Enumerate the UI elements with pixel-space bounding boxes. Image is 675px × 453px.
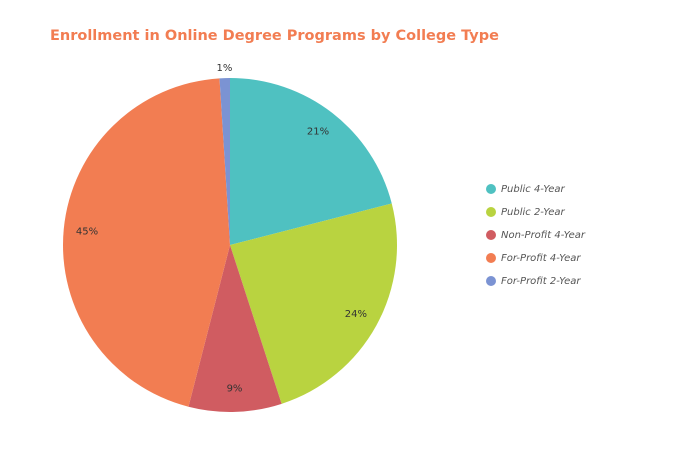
pie-slice bbox=[188, 245, 282, 412]
legend-marker bbox=[486, 207, 496, 217]
legend-marker bbox=[486, 230, 496, 240]
data-label: 9% bbox=[227, 384, 243, 395]
pie-slice bbox=[230, 203, 397, 404]
data-label: 24% bbox=[345, 309, 367, 320]
data-label: 45% bbox=[76, 226, 98, 237]
pie-slice bbox=[219, 78, 230, 245]
legend-marker bbox=[486, 184, 496, 194]
legend-marker bbox=[486, 276, 496, 286]
data-label: 1% bbox=[217, 63, 233, 74]
legend-marker bbox=[486, 253, 496, 263]
pie-slice bbox=[62, 78, 230, 407]
legend-label: For-Profit 2-Year bbox=[501, 276, 581, 287]
legend-label: Public 4-Year bbox=[501, 184, 565, 195]
legend-label: Non-Profit 4-Year bbox=[501, 230, 586, 241]
legend-label: For-Profit 4-Year bbox=[501, 253, 581, 264]
chart-title: Enrollment in Online Degree Programs by … bbox=[50, 28, 499, 44]
legend-label: Public 2-Year bbox=[501, 207, 565, 218]
pie-slice bbox=[230, 78, 392, 245]
data-label: 21% bbox=[307, 127, 329, 138]
